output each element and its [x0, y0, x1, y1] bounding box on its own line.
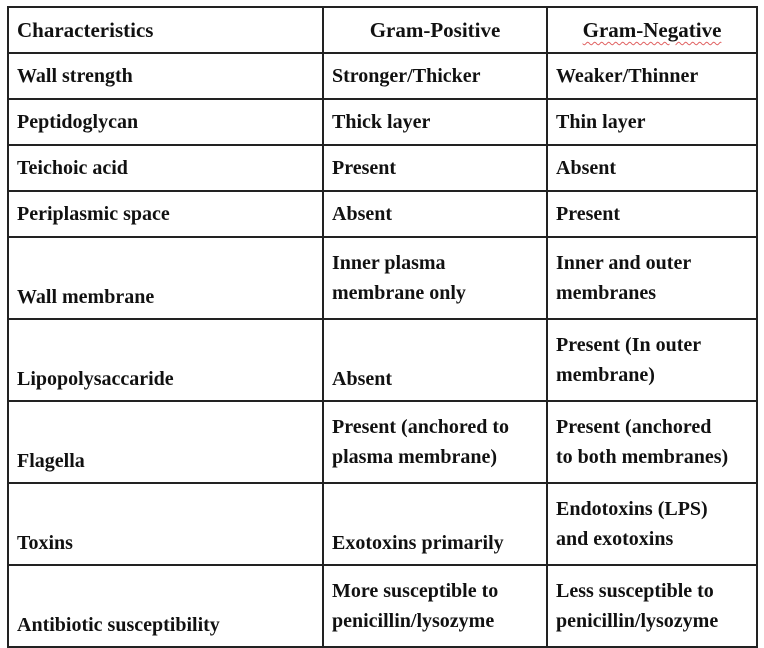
row-label: Wall membrane — [7, 236, 324, 320]
table-row: Toxins Exotoxins primarily Endotoxins (LPS… — [7, 482, 758, 566]
row-label: Antibiotic susceptibility — [7, 564, 324, 648]
cell: Endotoxins (LPS) and exotoxins — [546, 482, 758, 566]
cell: Inner plasma membrane only — [322, 236, 548, 320]
table-row: Wall membrane Inner plasma membrane only I… — [7, 236, 758, 320]
cell: Less susceptible to penicillin/lysozyme — [546, 564, 758, 648]
row-label: Teichoic acid — [7, 144, 324, 192]
header-text: Gram-Negative — [582, 18, 722, 42]
cell: Present (anchored to plasma membrane) — [322, 400, 548, 484]
row-label: Wall strength — [7, 52, 324, 100]
header-cell: Gram-Negative — [546, 6, 758, 54]
row-label: Periplasmic space — [7, 190, 324, 238]
cell: Absent — [322, 318, 548, 402]
header-row: Characteristics Gram-Positive Gram-Negativ… — [7, 6, 758, 54]
table-row: Wall strength Stronger/Thicker Weaker/Thin… — [7, 52, 758, 100]
cell: Weaker/Thinner — [546, 52, 758, 100]
cell: Present (In outer membrane) — [546, 318, 758, 402]
cell: Exotoxins primarily — [322, 482, 548, 566]
header-cell: Characteristics — [7, 6, 324, 54]
header-cell: Gram-Positive — [322, 6, 548, 54]
table-row: Lipopolysaccaride Absent Present (In outer… — [7, 318, 758, 402]
cell: Inner and outer membranes — [546, 236, 758, 320]
table-row: Antibiotic susceptibility More susceptibl… — [7, 564, 758, 648]
comparison-table: Characteristics Gram-Positive Gram-Negativ… — [7, 6, 758, 648]
table-row: Periplasmic space Absent Present — [7, 190, 758, 238]
table-header: Characteristics Gram-Positive Gram-Negativ… — [7, 6, 758, 54]
cell: Present — [546, 190, 758, 238]
table-body: Wall strength Stronger/Thicker Weaker/Thin… — [7, 52, 758, 648]
row-label: Peptidoglycan — [7, 98, 324, 146]
cell: Absent — [546, 144, 758, 192]
cell: More susceptible to penicillin/lysozyme — [322, 564, 548, 648]
cell: Absent — [322, 190, 548, 238]
table-row: Teichoic acid Present Absent — [7, 144, 758, 192]
header-text: Gram-Positive — [369, 18, 501, 42]
table-row: Peptidoglycan Thick layer Thin layer — [7, 98, 758, 146]
cell: Thin layer — [546, 98, 758, 146]
row-label: Flagella — [7, 400, 324, 484]
table-row: Flagella Present (anchored to plasma memb… — [7, 400, 758, 484]
cell: Thick layer — [322, 98, 548, 146]
cell: Stronger/Thicker — [322, 52, 548, 100]
cell: Present — [322, 144, 548, 192]
row-label: Lipopolysaccaride — [7, 318, 324, 402]
row-label: Toxins — [7, 482, 324, 566]
header-text: Characteristics — [17, 18, 154, 42]
cell: Present (anchored to both membranes) — [546, 400, 758, 484]
